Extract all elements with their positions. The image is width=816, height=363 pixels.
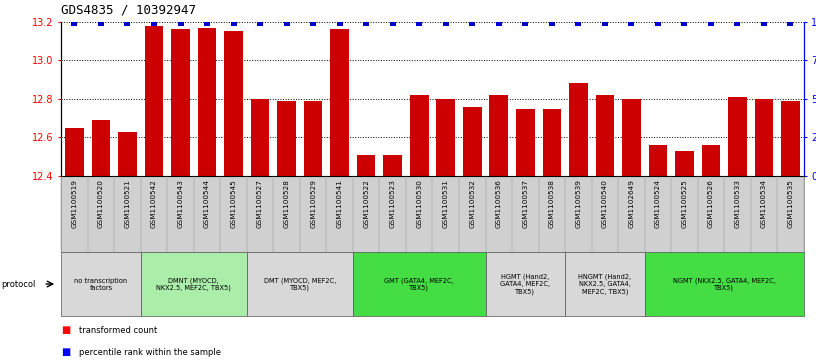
Text: HNGMT (Hand2,
NKX2.5, GATA4,
MEF2C, TBX5): HNGMT (Hand2, NKX2.5, GATA4, MEF2C, TBX5… — [579, 274, 632, 294]
Point — [280, 20, 293, 26]
Point — [598, 20, 611, 26]
Bar — [357, 155, 375, 176]
Point — [439, 20, 452, 26]
Bar — [304, 101, 322, 176]
Bar — [437, 99, 455, 176]
Text: GMT (GATA4, MEF2C,
TBX5): GMT (GATA4, MEF2C, TBX5) — [384, 277, 454, 291]
Text: DMNT (MYOCD,
NKX2.5, MEF2C, TBX5): DMNT (MYOCD, NKX2.5, MEF2C, TBX5) — [157, 277, 231, 291]
Point — [492, 20, 505, 26]
Point — [678, 20, 691, 26]
Point — [174, 20, 187, 26]
Bar — [702, 145, 721, 176]
Point — [625, 20, 638, 26]
Bar — [516, 109, 534, 176]
Bar — [251, 99, 269, 176]
Text: NGMT (NKX2.5, GATA4, MEF2C,
TBX5): NGMT (NKX2.5, GATA4, MEF2C, TBX5) — [672, 277, 776, 291]
Point — [68, 20, 81, 26]
Text: transformed count: transformed count — [79, 326, 157, 335]
Bar — [171, 29, 190, 176]
Point — [95, 20, 108, 26]
Point — [201, 20, 214, 26]
Point — [360, 20, 373, 26]
Text: percentile rank within the sample: percentile rank within the sample — [79, 348, 221, 356]
Bar — [728, 97, 747, 176]
Text: protocol: protocol — [2, 280, 36, 289]
Point — [254, 20, 267, 26]
Point — [519, 20, 532, 26]
Bar — [91, 120, 110, 176]
Point — [572, 20, 585, 26]
Point — [731, 20, 744, 26]
Point — [386, 20, 399, 26]
Bar — [410, 95, 428, 176]
Bar — [543, 109, 561, 176]
Bar — [781, 101, 800, 176]
Point — [413, 20, 426, 26]
Point — [651, 20, 664, 26]
Bar — [197, 28, 216, 176]
Text: DMT (MYOCD, MEF2C,
TBX5): DMT (MYOCD, MEF2C, TBX5) — [264, 277, 336, 291]
Text: no transcription
factors: no transcription factors — [74, 278, 127, 290]
Bar — [224, 32, 243, 176]
Text: HGMT (Hand2,
GATA4, MEF2C,
TBX5): HGMT (Hand2, GATA4, MEF2C, TBX5) — [500, 274, 550, 294]
Bar — [569, 83, 588, 176]
Point — [227, 20, 240, 26]
Point — [545, 20, 558, 26]
Text: GDS4835 / 10392947: GDS4835 / 10392947 — [61, 4, 196, 17]
Point — [121, 20, 134, 26]
Point — [757, 20, 770, 26]
Bar — [490, 95, 508, 176]
Bar — [144, 26, 163, 176]
Bar — [463, 107, 481, 176]
Point — [333, 20, 346, 26]
Point — [466, 20, 479, 26]
Bar — [65, 128, 84, 176]
Bar — [596, 95, 614, 176]
Bar — [330, 29, 349, 176]
Point — [148, 20, 161, 26]
Point — [307, 20, 320, 26]
Bar — [384, 155, 402, 176]
Bar — [755, 99, 774, 176]
Bar — [649, 145, 667, 176]
Point — [784, 20, 797, 26]
Bar — [675, 151, 694, 176]
Bar — [277, 101, 296, 176]
Bar — [118, 132, 137, 176]
Bar — [622, 99, 641, 176]
Point — [704, 20, 717, 26]
Text: ■: ■ — [61, 347, 70, 357]
Text: ■: ■ — [61, 325, 70, 335]
